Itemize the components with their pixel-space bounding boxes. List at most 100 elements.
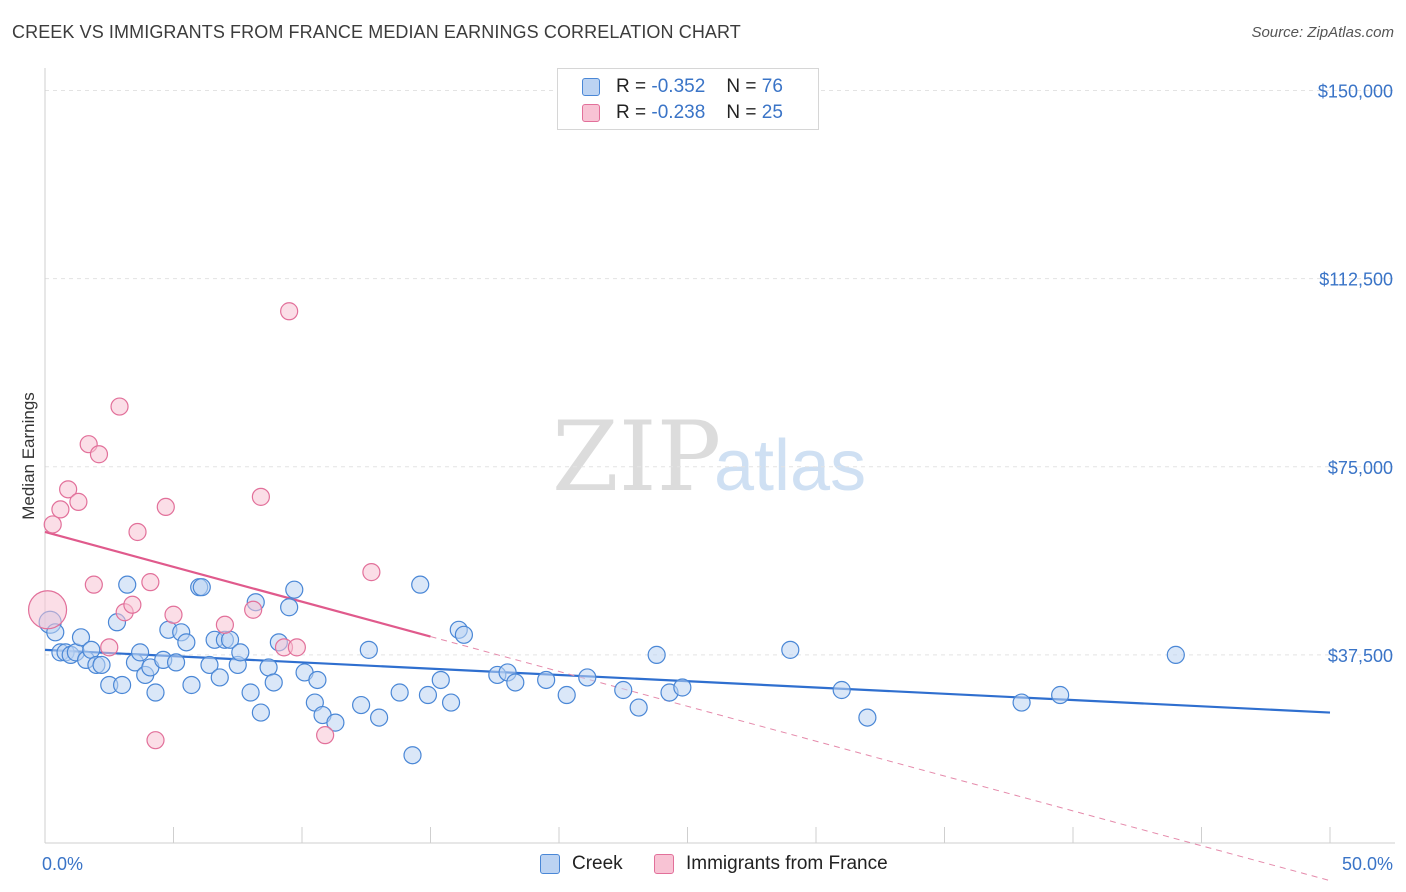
creek-point <box>71 628 91 647</box>
france-point <box>316 726 335 745</box>
x-tick-labels: 0.0% 50.0% <box>42 854 1393 874</box>
france-point <box>110 397 129 416</box>
creek-point <box>454 625 474 644</box>
creek-r-value: -0.352 <box>651 76 706 97</box>
creek-point <box>578 668 597 687</box>
y-tick-label-1: $75,000 <box>1328 458 1393 478</box>
creek-point <box>210 668 229 687</box>
creek-point <box>166 653 186 672</box>
creek-point <box>673 678 692 697</box>
gridlines <box>45 90 1395 656</box>
france-r-label: R = <box>616 102 647 123</box>
creek-point <box>200 655 219 675</box>
creek-point <box>177 633 196 652</box>
france-point <box>128 522 147 542</box>
chart-title: CREEK VS IMMIGRANTS FROM FRANCE MEDIAN E… <box>12 22 741 42</box>
france-point <box>251 487 270 506</box>
creek-point <box>326 713 345 732</box>
creek-points <box>38 575 1185 765</box>
france-point <box>362 563 381 582</box>
france-point <box>123 595 142 614</box>
france-point <box>156 497 175 517</box>
creek-n-value: 76 <box>761 76 783 97</box>
creek-point <box>231 643 250 662</box>
y-axis-title: Median Earnings <box>19 392 38 520</box>
creek-point <box>118 575 137 594</box>
axes <box>44 68 1395 844</box>
creek-point <box>614 680 633 700</box>
watermark: ZIP atlas <box>552 401 866 513</box>
creek-point <box>832 680 851 700</box>
creek-point <box>1166 645 1185 664</box>
creek-point <box>781 640 800 659</box>
creek-point <box>192 578 211 597</box>
y-tick-label-0: $37,500 <box>1328 646 1393 666</box>
creek-point <box>264 673 283 692</box>
creek-point <box>308 670 327 690</box>
legend-creek-text: R = -0.352 N = 76 <box>616 76 783 98</box>
creek-point <box>112 675 132 695</box>
france-point <box>59 480 78 499</box>
creek-point <box>418 685 438 705</box>
creek-point <box>280 598 299 617</box>
france-n-label: N = <box>726 102 757 123</box>
france-points <box>27 302 381 750</box>
legend-france-text: R = -0.238 N = 25 <box>616 102 783 124</box>
creek-point <box>858 708 877 727</box>
france-trend-line <box>44 530 431 638</box>
creek-point <box>537 670 556 690</box>
creek-point <box>1051 685 1070 705</box>
france-point <box>141 573 160 592</box>
france-point <box>215 615 234 634</box>
creek-point <box>506 673 525 692</box>
bottom-france-label: Immigrants from France <box>686 853 888 874</box>
x-tick-label-start: 0.0% <box>42 854 83 874</box>
creek-point <box>411 575 430 594</box>
france-point <box>280 302 299 321</box>
creek-point <box>146 683 165 702</box>
creek-point <box>92 655 111 675</box>
bottom-france-swatch <box>654 854 674 874</box>
creek-point <box>359 640 378 659</box>
y-tick-labels: $37,500 $75,000 $112,500 $150,000 <box>1318 82 1393 666</box>
creek-point <box>629 698 648 717</box>
creek-point <box>441 693 461 712</box>
creek-point <box>285 580 304 599</box>
creek-point <box>182 675 201 695</box>
creek-n-label: N = <box>726 76 757 97</box>
france-r-value: -0.238 <box>651 102 706 123</box>
france-point <box>69 492 88 511</box>
watermark-zip: ZIP <box>552 401 721 513</box>
correlation-legend: R = -0.352 N = 76 R = -0.238 N = 25 <box>557 68 819 130</box>
creek-r-label: R = <box>616 76 647 97</box>
bottom-creek-swatch <box>540 854 560 874</box>
france-n-value: 25 <box>761 102 783 123</box>
france-point <box>51 500 70 519</box>
france-point <box>164 605 183 624</box>
creek-point <box>259 658 278 677</box>
france-point <box>244 600 263 619</box>
france-point <box>84 575 103 594</box>
france-trend-extension <box>430 636 1331 882</box>
france-point <box>146 731 165 750</box>
creek-point <box>251 703 270 722</box>
creek-point <box>390 683 409 702</box>
creek-point <box>431 670 450 690</box>
creek-point <box>241 683 260 702</box>
x-tick-label-end: 50.0% <box>1342 854 1393 874</box>
watermark-atlas: atlas <box>714 426 866 506</box>
creek-swatch <box>582 78 600 96</box>
creek-point <box>130 643 150 662</box>
creek-point <box>370 708 389 727</box>
creek-point <box>352 695 371 715</box>
creek-point <box>82 640 101 659</box>
france-swatch <box>582 104 600 122</box>
creek-point <box>647 645 666 664</box>
france-point <box>100 638 119 657</box>
france-point <box>27 590 68 630</box>
creek-point <box>557 685 576 705</box>
france-point <box>89 445 109 464</box>
source-label: Source: ZipAtlas.com <box>1251 24 1394 41</box>
france-point <box>43 515 62 534</box>
